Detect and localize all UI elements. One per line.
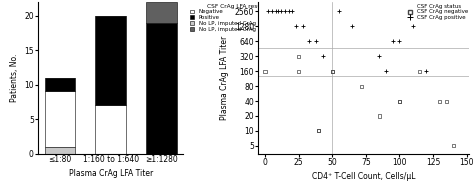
Point (292, 25, 300, 28)
Point (261, 70, 269, 73)
Point (436, 100, 444, 102)
Bar (146, 2, 177, 23)
Bar (45, 78, 75, 92)
Bar (146, 23, 177, 154)
Point (422, 70, 430, 73)
Bar (45, 92, 75, 147)
Point (312, 40, 320, 43)
Point (268, 10, 275, 13)
Point (328, 70, 336, 73)
Point (319, 55, 327, 58)
Point (375, 55, 383, 58)
Legend: CSF CrAg status, CSF CrAg negative, CSF CrAg positive: CSF CrAg status, CSF CrAg negative, CSF … (407, 3, 469, 21)
Point (348, 25, 356, 28)
Point (288, 10, 296, 13)
Point (409, 25, 417, 28)
Point (264, 10, 272, 13)
Bar (95, 105, 126, 154)
Point (416, 70, 423, 73)
Point (295, 55, 302, 58)
Point (335, 10, 343, 13)
Point (285, 10, 293, 13)
Point (358, 85, 365, 88)
Bar (95, 16, 126, 105)
X-axis label: CD4⁺ T-Cell Count, Cells/μL: CD4⁺ T-Cell Count, Cells/μL (312, 172, 416, 181)
Point (396, 100, 403, 102)
Point (295, 70, 302, 73)
Point (299, 25, 306, 28)
Point (396, 40, 403, 43)
Y-axis label: Patients, No.: Patients, No. (9, 53, 18, 102)
Point (274, 10, 282, 13)
Point (315, 130, 322, 132)
Point (449, 144, 457, 147)
Point (272, 10, 280, 13)
Point (382, 70, 390, 73)
Point (443, 100, 450, 102)
Bar (45, 147, 75, 154)
X-axis label: Plasma CrAg LFA Titer: Plasma CrAg LFA Titer (69, 169, 153, 179)
Point (277, 10, 285, 13)
Point (396, 100, 403, 102)
Point (328, 70, 336, 73)
Point (315, 130, 322, 132)
Point (282, 10, 289, 13)
Y-axis label: Plasma CrAg LFA Titer: Plasma CrAg LFA Titer (220, 36, 229, 120)
Point (375, 115, 383, 117)
Point (389, 40, 396, 43)
Point (306, 40, 313, 43)
Legend: Negative, Positive, No LP, imputed CrAg negative, No LP, imputed CrAg positive: Negative, Positive, No LP, imputed CrAg … (189, 3, 282, 33)
